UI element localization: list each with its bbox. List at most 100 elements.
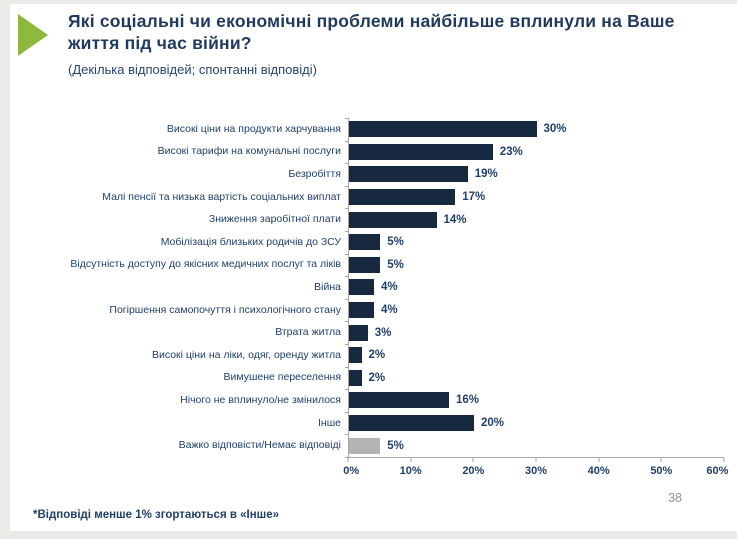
- bar-value-label: 5%: [387, 258, 404, 271]
- bar: [349, 143, 493, 160]
- bar-track: 20%: [345, 411, 724, 435]
- bar-category-label: Зниження заробітної плати: [208, 213, 341, 226]
- chart-row: Інше 20%: [33, 411, 724, 435]
- bar-value-label: 5%: [387, 439, 404, 452]
- bar-category-label: Інше: [318, 416, 341, 429]
- bar-track: 14%: [345, 208, 724, 232]
- bar-category-label: Безробіття: [288, 167, 341, 180]
- x-axis-tick-label: 20%: [462, 464, 485, 477]
- bar: [349, 324, 368, 341]
- bar-value-label: 4%: [381, 304, 398, 317]
- chart-row: Мобілізація близьких родичів до ЗСУ 5%: [33, 230, 724, 255]
- page-title: Які соціальні чи економічні проблеми най…: [68, 11, 675, 54]
- bar-track: 3%: [345, 321, 724, 345]
- bar: [349, 392, 449, 409]
- bar: [349, 166, 468, 183]
- chart-row: Зниження заробітної плати 14%: [33, 208, 724, 232]
- footnote: *Відповіді менше 1% згортаються в «Інше»: [33, 509, 280, 521]
- bar-category-label: Вимушене переселення: [223, 371, 341, 384]
- bar-track: 30%: [345, 118, 724, 142]
- bar-category-label: Важко відповісти/Немає відповіді: [178, 439, 341, 452]
- bar-track: 5%: [345, 434, 724, 458]
- x-axis-tick: [723, 457, 725, 462]
- bar-value-label: 19%: [474, 168, 498, 181]
- bar-track: 4%: [345, 298, 724, 322]
- bar-value-label: 5%: [387, 236, 404, 249]
- slide-header: Які соціальні чи економічні проблеми най…: [14, 10, 727, 77]
- bar-value-label: 20%: [481, 417, 505, 430]
- bar-value-label: 4%: [381, 281, 398, 294]
- bar: [349, 347, 362, 364]
- bar-value-label: 3%: [374, 326, 392, 339]
- x-axis-tick: [598, 457, 600, 462]
- chart-row: Високі ціни на продукти харчування 30%: [33, 118, 724, 142]
- x-axis-tick: [535, 457, 537, 462]
- bar-track: 23%: [345, 140, 724, 164]
- chart-row: Вимушене переселення 2%: [33, 366, 724, 390]
- bar-category-label: Погіршення самопочуття і психологічного …: [109, 303, 341, 316]
- x-axis-tick: [410, 457, 412, 462]
- x-axis-tick-label: 10%: [399, 464, 422, 477]
- bar-category-label: Війна: [314, 280, 341, 293]
- bar-track: 19%: [345, 163, 724, 187]
- chart-row: Безробіття 19%: [33, 163, 724, 187]
- bar: [349, 437, 381, 454]
- chart-row: Малі пенсії та низька вартість соціальни…: [33, 185, 724, 209]
- bar: [349, 211, 437, 228]
- bar-value-label: 2%: [368, 349, 386, 362]
- x-axis-tick-label: 60%: [706, 464, 729, 477]
- chart-row: Відсутність доступу до якісних медичних …: [33, 253, 724, 277]
- bar-track: 4%: [345, 276, 724, 300]
- bar-value-label: 2%: [368, 371, 386, 384]
- bar: [349, 279, 374, 296]
- bar-track: 5%: [345, 253, 724, 277]
- bar-track: 5%: [345, 230, 724, 255]
- bar-category-label: Високі ціни на ліки, одяг, оренду житла: [151, 348, 341, 361]
- chart-row: Важко відповісти/Немає відповіді 5%: [33, 434, 724, 458]
- bar: [349, 415, 474, 432]
- arrow-right-icon: [18, 14, 48, 56]
- bar-category-label: Високі ціни на продукти харчування: [166, 122, 341, 135]
- bar: [349, 369, 362, 386]
- bar-track: 2%: [345, 366, 724, 390]
- x-axis-track: 0% 10% 20% 30% 40% 50% 60%: [343, 456, 728, 483]
- chart-row: Війна 4%: [33, 276, 724, 300]
- bar: [349, 302, 374, 319]
- page-number: 38: [668, 491, 682, 505]
- bar-category-label: Мобілізація близьких родичів до ЗСУ: [160, 235, 341, 248]
- bar-category-label: Нічого не вплинуло/не змінилося: [180, 393, 341, 406]
- bar: [349, 234, 381, 251]
- bar-value-label: 17%: [462, 191, 486, 204]
- bar: [349, 256, 381, 273]
- x-axis-tick-label: 0%: [343, 464, 360, 477]
- chart-row: Високі тарифи на комунальні послуги 23%: [33, 140, 724, 164]
- bar-track: 16%: [345, 389, 724, 413]
- chart-row: Високі ціни на ліки, одяг, оренду житла 2…: [33, 343, 724, 368]
- x-axis-tick-label: 50%: [650, 464, 673, 477]
- chart-row: Втрата житла 3%: [33, 321, 724, 345]
- bar: [349, 121, 537, 138]
- x-axis-tick-label: 30%: [524, 464, 548, 477]
- chart-row: Погіршення самопочуття і психологічного …: [33, 298, 724, 322]
- bar-category-label: Малі пенсії та низька вартість соціальни…: [102, 190, 341, 203]
- bar-category-label: Високі тарифи на комунальні послуги: [157, 145, 341, 158]
- bar-track: 17%: [345, 185, 724, 209]
- x-axis-tick-label: 40%: [587, 464, 610, 477]
- bar: [349, 189, 456, 206]
- bar-category-label: Втрата житла: [275, 326, 341, 339]
- slide: Які соціальні чи економічні проблеми най…: [10, 4, 737, 531]
- bar-value-label: 14%: [443, 213, 467, 226]
- x-axis-tick: [660, 457, 662, 462]
- bar-category-label: Відсутність доступу до якісних медичних …: [70, 258, 341, 271]
- x-axis-tick: [472, 457, 474, 462]
- page-subtitle: (Декілька відповідей; спонтанні відповід…: [68, 61, 317, 77]
- bar-value-label: 23%: [499, 145, 523, 158]
- chart-row: Нічого не вплинуло/не змінилося 16%: [33, 389, 724, 413]
- x-axis-spacer: [33, 457, 348, 483]
- bar-value-label: 16%: [456, 394, 480, 407]
- bar-track: 2%: [345, 343, 724, 368]
- bar-value-label: 30%: [543, 123, 567, 136]
- x-axis: 0% 10% 20% 30% 40% 50% 60%: [33, 456, 728, 483]
- bar-chart: Високі ціни на продукти харчування 30% Вис…: [33, 118, 728, 483]
